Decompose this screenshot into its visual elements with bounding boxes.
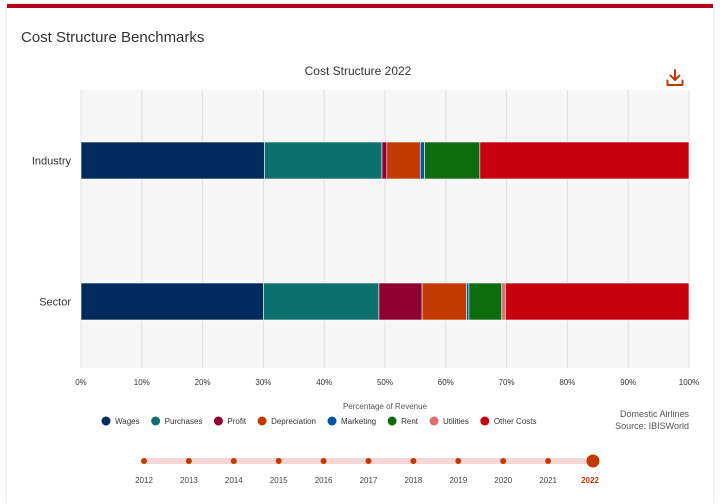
x-tick-label: 60% <box>438 378 454 387</box>
legend-swatch <box>327 416 337 426</box>
timeline-year-2018[interactable]: 2018 <box>405 458 423 485</box>
timeline-year-2017[interactable]: 2017 <box>360 458 378 485</box>
bar-segment-purchases[interactable] <box>263 282 380 321</box>
legend-swatch <box>480 416 490 426</box>
timeline-dot[interactable] <box>365 458 372 464</box>
x-tick-label: 20% <box>195 378 211 387</box>
legend-label: Other Costs <box>494 417 537 426</box>
bar-segment-wages[interactable] <box>80 282 264 321</box>
year-timeline: 2012 2013 2014 2015 2016 2017 2018 2019 2020 2021… <box>135 454 600 486</box>
timeline-dot[interactable] <box>230 458 237 464</box>
bar-segment-profit[interactable] <box>381 141 388 180</box>
y-category-label: Industry <box>32 156 72 168</box>
timeline-year-2012[interactable]: 2012 <box>135 458 153 485</box>
timeline-dot[interactable] <box>545 458 552 464</box>
bar-segment-depreciation[interactable] <box>421 282 467 321</box>
bar-segment-utilities[interactable] <box>501 282 506 321</box>
x-axis-label: Percentage of Revenue <box>343 402 428 411</box>
x-tick-label: 70% <box>499 378 515 387</box>
timeline-year-label: 2019 <box>449 476 467 485</box>
timeline-dot[interactable] <box>185 458 192 464</box>
timeline-dot[interactable] <box>275 458 282 464</box>
source-title: Domestic Airlines <box>620 409 690 419</box>
timeline-year-2015[interactable]: 2015 <box>270 458 288 485</box>
x-tick-label: 50% <box>377 378 393 387</box>
bar-segment-marketing[interactable] <box>419 141 425 180</box>
bar-segment-other-costs[interactable] <box>479 141 690 180</box>
timeline-year-2013[interactable]: 2013 <box>180 458 198 485</box>
timeline-year-label: 2014 <box>225 476 243 485</box>
legend-swatch <box>387 416 397 426</box>
timeline-year-label: 2013 <box>180 476 198 485</box>
legend-item[interactable]: Utilities <box>429 416 469 427</box>
timeline-dot[interactable] <box>320 458 327 464</box>
legend-item[interactable]: Marketing <box>327 416 377 427</box>
legend-item[interactable]: Profit <box>213 416 247 427</box>
bar-segment-profit[interactable] <box>378 282 423 321</box>
timeline-year-label: 2020 <box>494 476 512 485</box>
bar-segment-depreciation[interactable] <box>386 141 421 180</box>
legend-label: Rent <box>401 417 419 426</box>
timeline-year-2020[interactable]: 2020 <box>494 458 513 485</box>
bar-segment-wages[interactable] <box>80 141 265 180</box>
card-title: Cost Structure Benchmarks <box>21 29 205 46</box>
timeline-year-label: 2017 <box>360 476 378 485</box>
legend-item[interactable]: Purchases <box>151 416 203 427</box>
legend-item[interactable]: Other Costs <box>480 416 537 427</box>
timeline-year-label: 2015 <box>270 476 288 485</box>
legend-label: Utilities <box>443 417 469 426</box>
timeline-year-2021[interactable]: 2021 <box>539 458 558 485</box>
legend-item[interactable]: Wages <box>101 416 140 427</box>
legend-swatch <box>101 416 111 426</box>
timeline-dot[interactable] <box>455 458 462 464</box>
legend-swatch <box>213 416 223 426</box>
legend-swatch <box>257 416 267 426</box>
x-tick-label: 30% <box>255 378 271 387</box>
timeline-dot[interactable] <box>410 458 417 464</box>
timeline-year-label: 2012 <box>135 476 153 485</box>
x-tick-label: 80% <box>559 378 575 387</box>
bar-segment-purchases[interactable] <box>264 141 383 180</box>
timeline-dot[interactable] <box>586 454 600 468</box>
x-tick-label: 10% <box>134 378 150 387</box>
download-icon <box>666 69 684 86</box>
legend-label: Depreciation <box>271 417 316 426</box>
timeline-year-label: 2016 <box>315 476 333 485</box>
source-credit: Source: IBISWorld <box>615 421 689 431</box>
y-category-label: Sector <box>39 297 71 309</box>
download-button[interactable] <box>665 68 685 88</box>
legend-label: Wages <box>115 417 140 426</box>
timeline-year-label: 2022 <box>581 476 599 485</box>
chart-title: Cost Structure 2022 <box>305 64 412 78</box>
x-tick-label: 0% <box>75 378 87 387</box>
legend-label: Purchases <box>165 417 203 426</box>
legend-item[interactable]: Depreciation <box>257 416 316 427</box>
timeline-year-2019[interactable]: 2019 <box>449 458 468 485</box>
bar-segment-marketing[interactable] <box>466 282 470 321</box>
bar-segment-rent[interactable] <box>468 282 503 321</box>
bar-segment-rent[interactable] <box>424 141 481 180</box>
legend-swatch <box>429 416 439 426</box>
legend-swatch <box>151 416 161 426</box>
bar-segment-other-costs[interactable] <box>505 282 690 321</box>
timeline-dot[interactable] <box>500 458 507 464</box>
timeline-year-2014[interactable]: 2014 <box>225 458 243 485</box>
x-tick-label: 90% <box>620 378 636 387</box>
legend-label: Marketing <box>341 417 376 426</box>
timeline-year-label: 2021 <box>539 476 557 485</box>
x-tick-label: 40% <box>316 378 332 387</box>
legend-item[interactable]: Rent <box>387 416 419 427</box>
x-tick-label: 100% <box>679 378 699 387</box>
legend-label: Profit <box>227 417 246 426</box>
timeline-year-label: 2018 <box>405 476 423 485</box>
timeline-year-2022[interactable]: 2022 <box>581 454 600 486</box>
timeline-dot[interactable] <box>141 458 147 464</box>
timeline-year-2016[interactable]: 2016 <box>315 458 333 485</box>
